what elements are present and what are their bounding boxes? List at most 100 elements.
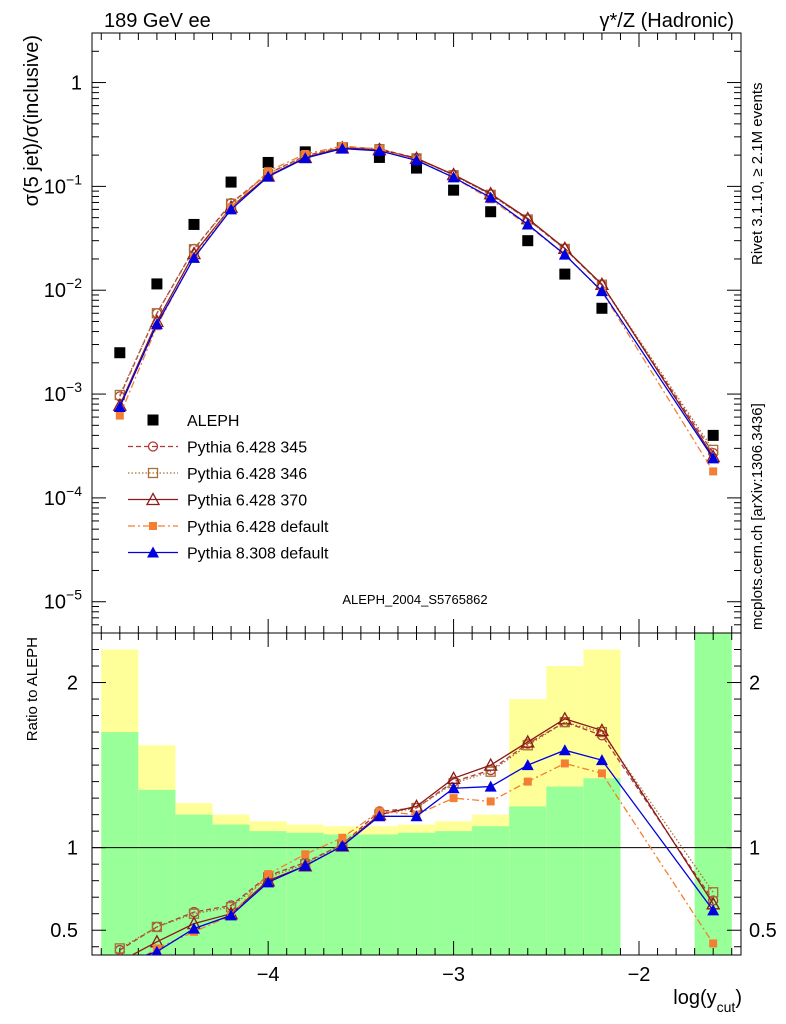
ratio-data-point [187, 922, 200, 934]
band-inner [435, 831, 473, 955]
series-line [119, 146, 714, 454]
data-point [485, 206, 497, 218]
ratio-data-point [520, 734, 535, 748]
x-axis-label: log(ycut) [673, 987, 742, 1015]
main-panel: 10−510−410−310−210−11 [44, 32, 742, 634]
legend-entry-pythia-6-428-346: Pythia 6.428 346 [128, 466, 307, 483]
x-tick-label: −3 [442, 964, 465, 986]
data-point [410, 154, 423, 166]
ratio-data-point [707, 904, 720, 916]
data-point [707, 452, 720, 464]
band-inner [546, 786, 584, 955]
data-point [595, 285, 608, 297]
band-inner [583, 778, 621, 955]
ratio-data-point [299, 859, 312, 871]
legend-entry-pythia-8-308-default: Pythia 8.308 default [128, 546, 329, 563]
series-aleph [114, 142, 719, 441]
legend-marker [147, 467, 159, 479]
analysis-label: ALEPH_2004_S5765862 [342, 592, 487, 607]
y-tick-label: 10−3 [44, 379, 82, 406]
series-line [119, 147, 714, 457]
main-ylabel: σ(5 jet)/σ(inclusive) [21, 35, 43, 206]
ratio-data-point [116, 968, 124, 976]
legend-marker [147, 414, 159, 426]
band-inner [694, 633, 732, 955]
band-inner [360, 834, 398, 955]
ratio-panel: −4 −3 −2 0.5 0.5 1 1 2 2 [50, 632, 777, 986]
ratio-data-point [558, 744, 571, 756]
ratio-data-point [262, 876, 275, 888]
series-line [119, 147, 714, 459]
data-point [596, 302, 608, 314]
legend-marker [147, 546, 159, 558]
y-tick-label: 10−4 [44, 483, 82, 510]
x-axis-label-sub: cut [717, 999, 736, 1015]
ratio-data-point [410, 810, 423, 822]
data-point [225, 203, 238, 215]
ratio-data-point [557, 711, 572, 725]
main-frame [91, 32, 742, 634]
ratio-y-tick-label: 2 [67, 673, 78, 695]
ratio-data-point [484, 780, 497, 792]
y-tick-base: 10 [44, 280, 66, 302]
ratio-data-point [151, 945, 162, 955]
data-point [411, 162, 422, 174]
y-tick-base: 10 [44, 488, 66, 510]
y-tick-base: 10 [44, 384, 66, 406]
legend-label: Pythia 6.428 default [187, 519, 329, 536]
data-point [262, 170, 275, 182]
data-point [151, 278, 163, 290]
y-tick-exp: −1 [66, 171, 82, 187]
legend-label: Pythia 6.428 345 [187, 440, 307, 457]
ratio-y-tick-label: 2 [749, 673, 760, 695]
ratio-data-point [119, 954, 121, 955]
header-left: 189 GeV ee [104, 10, 211, 32]
ratio-y-tick-label: 1 [67, 838, 78, 860]
y-tick-label: 1 [71, 73, 82, 95]
legend-entry-pythia-6-428-default: Pythia 6.428 default [128, 519, 329, 536]
data-point [373, 151, 385, 163]
mcplots-label: mcplots.cern.ch [arXiv:1306.3436] [749, 403, 766, 630]
header-right: γ*/Z (Hadronic) [600, 10, 734, 32]
band-inner [472, 826, 510, 955]
legend-entry-pythia-6-428-370: Pythia 6.428 370 [128, 492, 307, 510]
data-point [336, 142, 349, 154]
y-tick-base: 10 [44, 592, 66, 614]
data-point [484, 191, 497, 203]
band-inner [101, 732, 139, 955]
legend-marker [149, 522, 157, 530]
data-point [559, 268, 571, 280]
legend-label: Pythia 8.308 default [187, 546, 329, 563]
data-point [709, 467, 718, 476]
y-tick-exp: −2 [66, 275, 82, 291]
x-tick-label: −2 [628, 964, 651, 986]
ratio-data-point [595, 754, 608, 766]
data-point [113, 401, 126, 413]
data-point [558, 248, 571, 260]
ratio-data-point [336, 840, 349, 852]
ratio-data-point [447, 782, 460, 794]
band-inner [397, 832, 436, 955]
data-point [187, 251, 200, 263]
ratio-data-point [114, 943, 125, 954]
y-tick-label: 10−2 [44, 275, 82, 302]
data-point [373, 144, 386, 156]
ratio-ylabel: Ratio to ALEPH [24, 637, 41, 741]
ratio-data-point [225, 909, 238, 921]
ratio-data-point [151, 921, 163, 933]
ratio-data-point [485, 766, 496, 777]
band-inner [212, 824, 250, 955]
y-tick-label: 10−1 [44, 171, 82, 198]
series-pythia-6-428-345 [114, 141, 719, 459]
ratio-data-point [486, 797, 495, 806]
data-point [225, 176, 237, 188]
legend-marker [145, 492, 161, 506]
y-tick-exp: −5 [66, 587, 82, 603]
ratio-y-tick-label: 0.5 [50, 920, 78, 942]
band-inner [138, 789, 176, 955]
band-inner [509, 806, 547, 955]
band-inner [323, 834, 361, 955]
series-pythia-8-308-default [113, 142, 720, 464]
y-tick-exp: −4 [66, 483, 82, 499]
